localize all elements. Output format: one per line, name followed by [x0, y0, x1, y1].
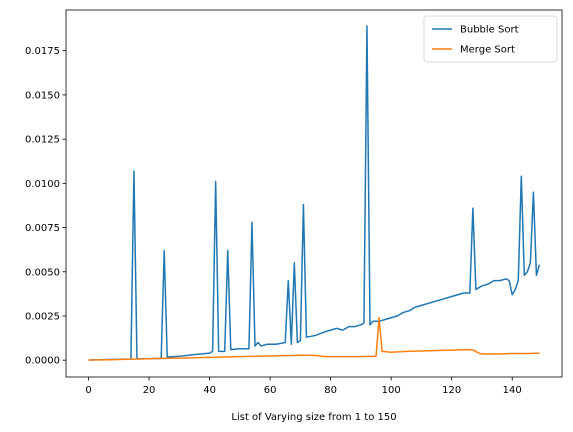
x-tick-label: 0 — [85, 385, 91, 396]
y-tick-label: 0.0175 — [25, 46, 60, 57]
series-line-bubble-sort — [88, 25, 541, 361]
x-tick-label: 80 — [324, 385, 337, 396]
y-tick-label: 0.0100 — [25, 179, 60, 190]
x-tick-label: 100 — [382, 385, 401, 396]
x-tick-label: 140 — [503, 385, 522, 396]
x-tick-label: 120 — [442, 385, 461, 396]
y-tick-label: 0.0000 — [25, 356, 60, 367]
legend: Bubble Sort Merge Sort — [423, 15, 558, 63]
x-tick-label: 60 — [264, 385, 277, 396]
y-tick-label: 0.0125 — [25, 135, 60, 146]
legend-label: Merge Sort — [460, 45, 515, 56]
x-tick-label: 20 — [143, 385, 156, 396]
y-tick-label: 0.0075 — [25, 223, 60, 234]
plot-area — [88, 25, 541, 361]
legend-label: Bubble Sort — [460, 25, 519, 36]
y-tick-label: 0.0050 — [25, 267, 60, 278]
y-axis: 0.0000 0.0025 0.0050 0.0075 0.0100 0.0125 0.01… — [25, 46, 66, 367]
x-axis-label: List of Varying size from 1 to 150 — [231, 412, 396, 423]
y-tick-label: 0.0025 — [25, 311, 60, 322]
legend-box — [423, 15, 558, 63]
series-line-merge-sort — [88, 317, 540, 361]
y-tick-label: 0.0150 — [25, 90, 60, 101]
x-tick-label: 40 — [203, 385, 216, 396]
x-axis: 0 20 40 60 80 100 120 140 — [85, 377, 522, 396]
axes-frame — [65, 9, 563, 378]
